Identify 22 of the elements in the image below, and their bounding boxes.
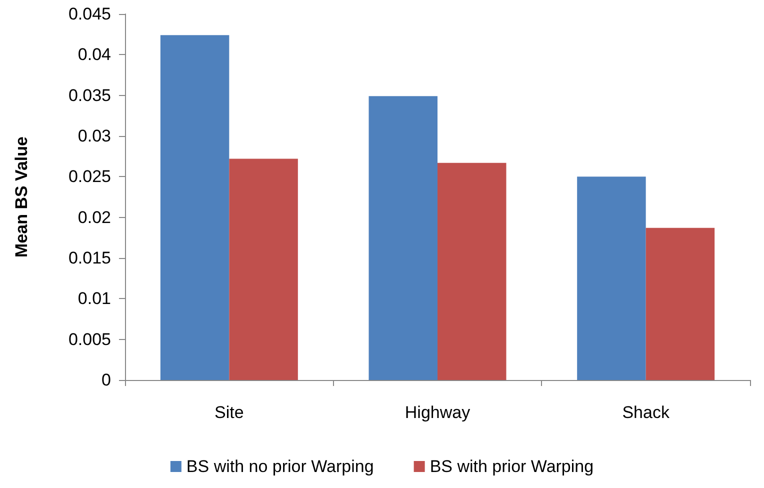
x-tick-label: Site <box>214 403 244 422</box>
bar <box>229 158 298 380</box>
y-tick-label: 0.035 <box>68 86 111 105</box>
bar <box>438 162 506 380</box>
bar <box>160 35 230 380</box>
y-tick-label: 0.025 <box>68 167 111 186</box>
y-tick-label: 0.01 <box>78 289 111 308</box>
x-tick-label: Shack <box>622 403 670 422</box>
y-tick-label: 0.04 <box>78 45 111 64</box>
bar <box>577 176 646 380</box>
y-tick-label: 0 <box>102 370 111 390</box>
y-tick-label: 0.02 <box>78 208 111 227</box>
bar <box>646 228 715 380</box>
y-axis-title: Mean BS Value <box>12 136 31 258</box>
legend-label: BS with prior Warping <box>430 457 594 476</box>
y-tick-label: 0.045 <box>68 4 111 24</box>
bar <box>368 96 438 380</box>
y-tick-label: 0.03 <box>78 126 111 146</box>
legend-label: BS with no prior Warping <box>186 457 374 476</box>
x-tick-label: Highway <box>404 403 471 422</box>
y-tick-label: 0.005 <box>68 330 111 349</box>
y-tick-label: 0.015 <box>68 248 111 268</box>
